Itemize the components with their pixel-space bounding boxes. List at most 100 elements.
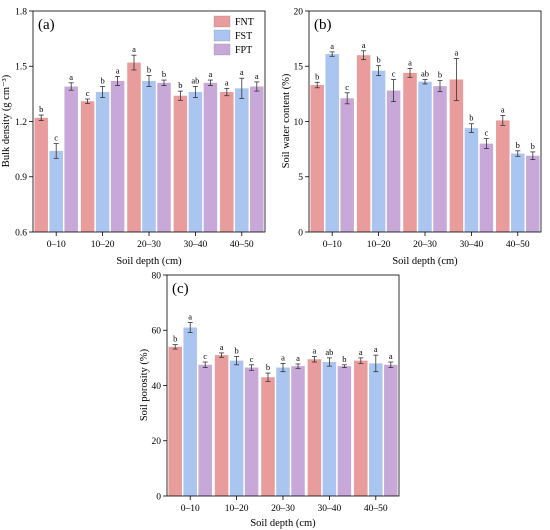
bar-fst [464, 128, 479, 232]
significance-label: a [359, 347, 363, 357]
bar-fpt [340, 98, 354, 232]
significance-label: a [330, 41, 334, 51]
legend-swatch-fst [213, 29, 231, 42]
bar-fnt [449, 79, 464, 232]
bars-panel-a [34, 62, 264, 233]
significance-label: b [147, 64, 151, 74]
significance-label: a [255, 71, 259, 81]
bar-fpt [203, 82, 218, 232]
significance-label: c [345, 82, 349, 92]
bar-fnt [168, 346, 182, 496]
bar-fst [325, 54, 339, 232]
x-ticks-panel-a: 0–10 10–20 20–30 30–40 40–50 [47, 232, 254, 250]
bar-fnt [220, 92, 234, 233]
significance-label: b [531, 141, 535, 151]
x-tick-label: 30–40 [184, 240, 208, 250]
significance-label: b [100, 76, 104, 86]
x-tick-label: 10–20 [225, 504, 249, 514]
bar-fnt [173, 95, 188, 232]
x-tick-label: 20–30 [271, 504, 295, 514]
y-tick-label: 0 [156, 492, 161, 502]
significance-label: a [220, 342, 224, 352]
significance-label: b [342, 354, 346, 364]
bar-fpt [110, 80, 125, 232]
y-tick-label: 20 [152, 437, 162, 447]
bar-fst [183, 327, 197, 496]
bar-fst [511, 153, 525, 232]
significance-label: a [69, 72, 73, 82]
legend-swatch-fpt [213, 43, 231, 56]
x-tick-label: 40–50 [230, 240, 254, 250]
bar-fnt [354, 360, 368, 496]
significance-label: b [162, 69, 166, 79]
x-tick-label: 40–50 [506, 240, 530, 250]
significance-label: b [516, 140, 520, 150]
y-axis-title-b: Soil water content (%) [281, 73, 292, 168]
significance-label: c [485, 128, 489, 138]
x-tick-label: 30–40 [318, 504, 342, 514]
significance-label: a [501, 104, 505, 114]
significance-label: a [240, 67, 244, 77]
significance-label: b [266, 362, 270, 372]
y-tick-label: 0.6 [15, 228, 27, 238]
bars-panel-b [310, 54, 540, 233]
x-tick-label: 20–30 [413, 240, 437, 250]
panel-label-c: (c) [172, 281, 189, 297]
bar-fpt [157, 82, 171, 232]
bar-fnt [34, 117, 48, 232]
significance-label: a [408, 57, 412, 67]
significance-label: b [173, 334, 177, 344]
bar-fst [142, 80, 156, 232]
bar-fpt [386, 90, 401, 232]
x-tick-label: 40–50 [364, 504, 388, 514]
bar-fst [95, 92, 110, 233]
significance-label: b [438, 70, 442, 80]
panel-label-b: (b) [314, 17, 332, 33]
bar-fst [322, 362, 337, 496]
y-ticks-panel-b: 0 5 10 15 20 [294, 7, 309, 238]
y-ticks-panel-c: 0 20 40 60 80 [152, 271, 167, 502]
legend-label-fpt: FPT [235, 45, 252, 56]
bar-fst [418, 81, 432, 232]
significance-label: c [392, 69, 396, 79]
x-tick-label: 0–10 [47, 240, 66, 250]
y-tick-label: 15 [294, 63, 304, 73]
bar-fst [188, 92, 203, 233]
y-axis-title-a: Bulk density (g cm⁻³) [1, 74, 12, 167]
bar-fst [276, 367, 290, 496]
bar-fpt [479, 143, 494, 232]
bar-fnt [214, 355, 229, 496]
significance-label: c [250, 354, 254, 364]
error-bars-panel-b [314, 50, 536, 161]
significance-label: a [296, 353, 300, 363]
significance-label: c [54, 133, 58, 143]
y-tick-label: 1.2 [15, 118, 27, 128]
y-tick-label: 40 [152, 382, 162, 392]
y-ticks-panel-a: 0.6 0.9 1.2 1.5 1.8 [15, 7, 33, 238]
significance-label: a [313, 345, 317, 355]
x-tick-label: 20–30 [137, 240, 161, 250]
error-bars-panel-c [172, 322, 394, 382]
significance-label: a [209, 69, 213, 79]
bar-fst [369, 363, 383, 496]
y-tick-label: 0.9 [15, 173, 27, 183]
bar-fpt [384, 364, 398, 496]
y-tick-label: 1.8 [15, 7, 27, 17]
y-tick-label: 0 [298, 228, 303, 238]
significance-label: c [86, 88, 90, 98]
y-tick-label: 20 [294, 7, 304, 17]
bar-fnt [307, 359, 322, 496]
bar-fnt [496, 120, 510, 232]
bar-fnt [80, 101, 95, 232]
significance-label: ab [191, 76, 199, 86]
error-bars-panel-a [38, 54, 260, 159]
bar-fpt [64, 86, 78, 232]
significance-label: c [203, 351, 207, 361]
significance-label: a [455, 48, 459, 58]
y-tick-label: 60 [152, 327, 162, 337]
x-tick-label: 10–20 [91, 240, 115, 250]
